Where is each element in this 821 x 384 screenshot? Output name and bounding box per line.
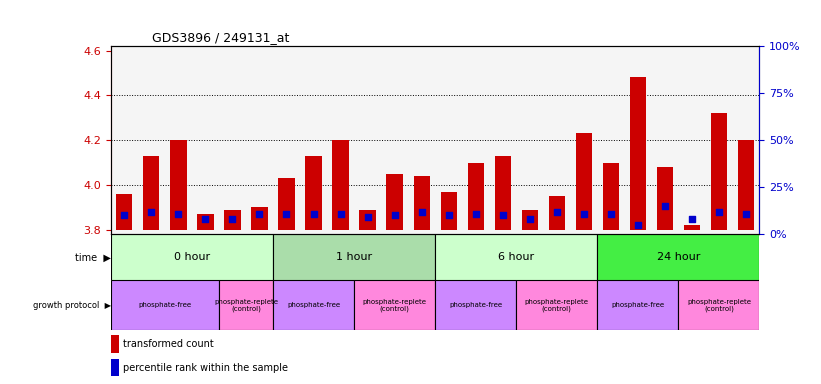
Point xyxy=(550,209,563,215)
Bar xyxy=(333,140,349,230)
Bar xyxy=(684,225,700,230)
Point xyxy=(469,210,482,217)
Point xyxy=(604,210,617,217)
Bar xyxy=(197,214,213,230)
Point xyxy=(172,210,185,217)
Bar xyxy=(468,162,484,230)
Bar xyxy=(111,359,118,376)
Bar xyxy=(678,280,759,330)
Bar xyxy=(441,192,456,230)
Text: phosphate-free: phosphate-free xyxy=(449,302,502,308)
Point xyxy=(307,210,320,217)
Bar xyxy=(273,234,435,280)
Bar xyxy=(435,234,598,280)
Point xyxy=(144,209,158,215)
Bar xyxy=(251,207,268,230)
Point xyxy=(226,216,239,222)
Point xyxy=(253,210,266,217)
Text: phosphate-replete
(control): phosphate-replete (control) xyxy=(525,298,589,312)
Point xyxy=(442,212,455,218)
Bar xyxy=(598,280,678,330)
Bar xyxy=(414,176,429,230)
Point xyxy=(523,216,536,222)
Point xyxy=(280,210,293,217)
Text: phosphate-replete
(control): phosphate-replete (control) xyxy=(214,298,278,312)
Point xyxy=(658,203,672,209)
Point xyxy=(199,216,212,222)
Bar xyxy=(387,174,402,230)
Text: transformed count: transformed count xyxy=(122,339,213,349)
Bar xyxy=(224,210,241,230)
Bar xyxy=(305,156,322,230)
Bar xyxy=(273,280,354,330)
Bar xyxy=(657,167,673,230)
Point xyxy=(740,210,753,217)
Point xyxy=(631,222,644,228)
Text: growth protocol  ▶: growth protocol ▶ xyxy=(33,301,111,310)
Bar xyxy=(576,134,592,230)
Bar xyxy=(111,335,118,353)
Bar xyxy=(521,210,538,230)
Bar xyxy=(278,178,295,230)
Point xyxy=(686,216,699,222)
Text: phosphate-free: phosphate-free xyxy=(138,302,191,308)
Bar xyxy=(111,280,219,330)
Point xyxy=(361,214,374,220)
Text: phosphate-replete
(control): phosphate-replete (control) xyxy=(687,298,751,312)
Bar xyxy=(738,140,754,230)
Bar xyxy=(360,210,376,230)
Text: phosphate-free: phosphate-free xyxy=(612,302,664,308)
Text: percentile rank within the sample: percentile rank within the sample xyxy=(122,362,287,373)
Bar xyxy=(219,280,273,330)
Point xyxy=(577,210,590,217)
Bar xyxy=(170,140,186,230)
Text: 24 hour: 24 hour xyxy=(657,252,700,262)
Bar xyxy=(598,234,759,280)
Point xyxy=(117,212,131,218)
Bar xyxy=(711,113,727,230)
Bar xyxy=(603,162,619,230)
Bar xyxy=(548,196,565,230)
Text: 6 hour: 6 hour xyxy=(498,252,534,262)
Point xyxy=(496,212,509,218)
Bar xyxy=(516,280,598,330)
Point xyxy=(415,209,429,215)
Bar xyxy=(117,194,132,230)
Text: 0 hour: 0 hour xyxy=(174,252,210,262)
Point xyxy=(334,210,347,217)
Bar xyxy=(494,156,511,230)
Bar xyxy=(354,280,435,330)
Bar xyxy=(144,156,159,230)
Point xyxy=(388,212,401,218)
Text: GDS3896 / 249131_at: GDS3896 / 249131_at xyxy=(152,31,289,44)
Text: phosphate-free: phosphate-free xyxy=(287,302,340,308)
Text: phosphate-replete
(control): phosphate-replete (control) xyxy=(363,298,427,312)
Bar xyxy=(435,280,516,330)
Bar xyxy=(630,78,646,230)
Bar xyxy=(111,234,273,280)
Text: 1 hour: 1 hour xyxy=(336,252,372,262)
Text: time  ▶: time ▶ xyxy=(75,252,111,262)
Point xyxy=(713,209,726,215)
